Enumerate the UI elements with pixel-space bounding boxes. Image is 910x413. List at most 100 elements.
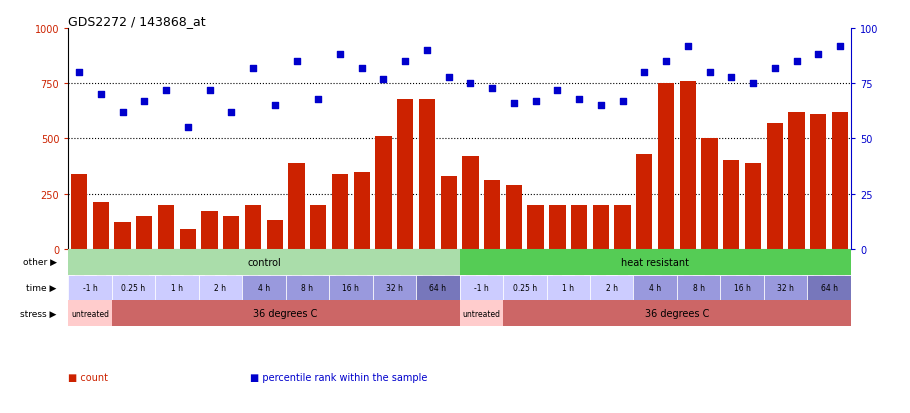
Text: control: control bbox=[247, 257, 281, 267]
Bar bbox=[332, 174, 349, 249]
Text: 8 h: 8 h bbox=[301, 283, 313, 292]
Bar bbox=[460, 275, 503, 301]
Point bbox=[376, 76, 390, 83]
Bar bbox=[503, 275, 547, 301]
Point bbox=[659, 59, 673, 65]
Point bbox=[529, 98, 543, 105]
Point bbox=[463, 81, 478, 87]
Text: 0.25 h: 0.25 h bbox=[512, 283, 537, 292]
Bar bbox=[460, 249, 851, 275]
Point bbox=[180, 125, 195, 131]
Text: -1 h: -1 h bbox=[83, 283, 97, 292]
Point bbox=[485, 85, 500, 92]
Text: untreated: untreated bbox=[71, 309, 109, 318]
Text: 2 h: 2 h bbox=[606, 283, 618, 292]
Bar bbox=[547, 275, 590, 301]
Bar bbox=[68, 275, 112, 301]
Point bbox=[246, 65, 260, 72]
Bar bbox=[329, 275, 372, 301]
Bar bbox=[223, 216, 239, 249]
Bar bbox=[112, 301, 460, 326]
Point bbox=[550, 87, 564, 94]
Bar bbox=[310, 205, 327, 249]
Bar bbox=[462, 157, 479, 249]
Bar bbox=[267, 221, 283, 249]
Bar bbox=[658, 84, 674, 249]
Text: 36 degrees C: 36 degrees C bbox=[645, 309, 709, 318]
Point bbox=[703, 70, 717, 76]
Bar bbox=[810, 115, 826, 249]
Bar bbox=[416, 275, 460, 301]
Bar bbox=[633, 275, 677, 301]
Bar bbox=[136, 216, 153, 249]
Text: 32 h: 32 h bbox=[777, 283, 794, 292]
Bar bbox=[397, 100, 413, 249]
Text: 1 h: 1 h bbox=[171, 283, 183, 292]
Bar bbox=[503, 301, 851, 326]
Text: 64 h: 64 h bbox=[430, 283, 446, 292]
Bar bbox=[375, 137, 391, 249]
Bar bbox=[115, 223, 131, 249]
Text: -1 h: -1 h bbox=[474, 283, 489, 292]
Bar bbox=[179, 229, 196, 249]
Bar bbox=[571, 205, 587, 249]
Point bbox=[681, 43, 695, 50]
Text: 32 h: 32 h bbox=[386, 283, 403, 292]
Point bbox=[72, 70, 86, 76]
Bar bbox=[484, 181, 500, 249]
Bar bbox=[506, 185, 522, 249]
Bar bbox=[763, 275, 807, 301]
Text: 16 h: 16 h bbox=[733, 283, 751, 292]
Point bbox=[94, 92, 108, 98]
Point bbox=[202, 87, 217, 94]
Bar bbox=[156, 275, 198, 301]
Bar bbox=[614, 205, 631, 249]
Bar bbox=[245, 205, 261, 249]
Point bbox=[811, 52, 825, 59]
Bar bbox=[419, 100, 435, 249]
Point bbox=[833, 43, 847, 50]
Bar bbox=[636, 154, 652, 249]
Bar bbox=[590, 275, 633, 301]
Point bbox=[116, 109, 130, 116]
Text: other ▶: other ▶ bbox=[23, 258, 56, 266]
Bar bbox=[550, 205, 565, 249]
Bar bbox=[201, 212, 217, 249]
Point bbox=[289, 59, 304, 65]
Text: 1 h: 1 h bbox=[562, 283, 574, 292]
Text: ■ percentile rank within the sample: ■ percentile rank within the sample bbox=[250, 372, 428, 382]
Bar bbox=[93, 203, 109, 249]
Bar bbox=[460, 301, 503, 326]
Text: 36 degrees C: 36 degrees C bbox=[254, 309, 318, 318]
Point bbox=[158, 87, 173, 94]
Bar bbox=[288, 163, 305, 249]
Text: stress ▶: stress ▶ bbox=[20, 309, 56, 318]
Point bbox=[767, 65, 782, 72]
Bar bbox=[677, 275, 721, 301]
Point bbox=[615, 98, 630, 105]
Text: untreated: untreated bbox=[462, 309, 501, 318]
Text: 2 h: 2 h bbox=[215, 283, 227, 292]
Bar bbox=[721, 275, 763, 301]
Bar bbox=[807, 275, 851, 301]
Bar bbox=[372, 275, 416, 301]
Bar bbox=[680, 82, 696, 249]
Text: 4 h: 4 h bbox=[258, 283, 270, 292]
Text: ■ count: ■ count bbox=[68, 372, 108, 382]
Point bbox=[268, 103, 282, 109]
Bar bbox=[68, 249, 460, 275]
Bar bbox=[745, 163, 761, 249]
Bar bbox=[832, 113, 848, 249]
Text: time ▶: time ▶ bbox=[26, 283, 56, 292]
Point bbox=[637, 70, 652, 76]
Point bbox=[224, 109, 238, 116]
Bar bbox=[286, 275, 329, 301]
Bar bbox=[71, 174, 87, 249]
Point bbox=[420, 47, 434, 54]
Bar bbox=[112, 275, 156, 301]
Text: 8 h: 8 h bbox=[693, 283, 704, 292]
Point bbox=[441, 74, 456, 81]
Bar bbox=[788, 113, 804, 249]
Bar bbox=[723, 161, 740, 249]
Bar bbox=[440, 176, 457, 249]
